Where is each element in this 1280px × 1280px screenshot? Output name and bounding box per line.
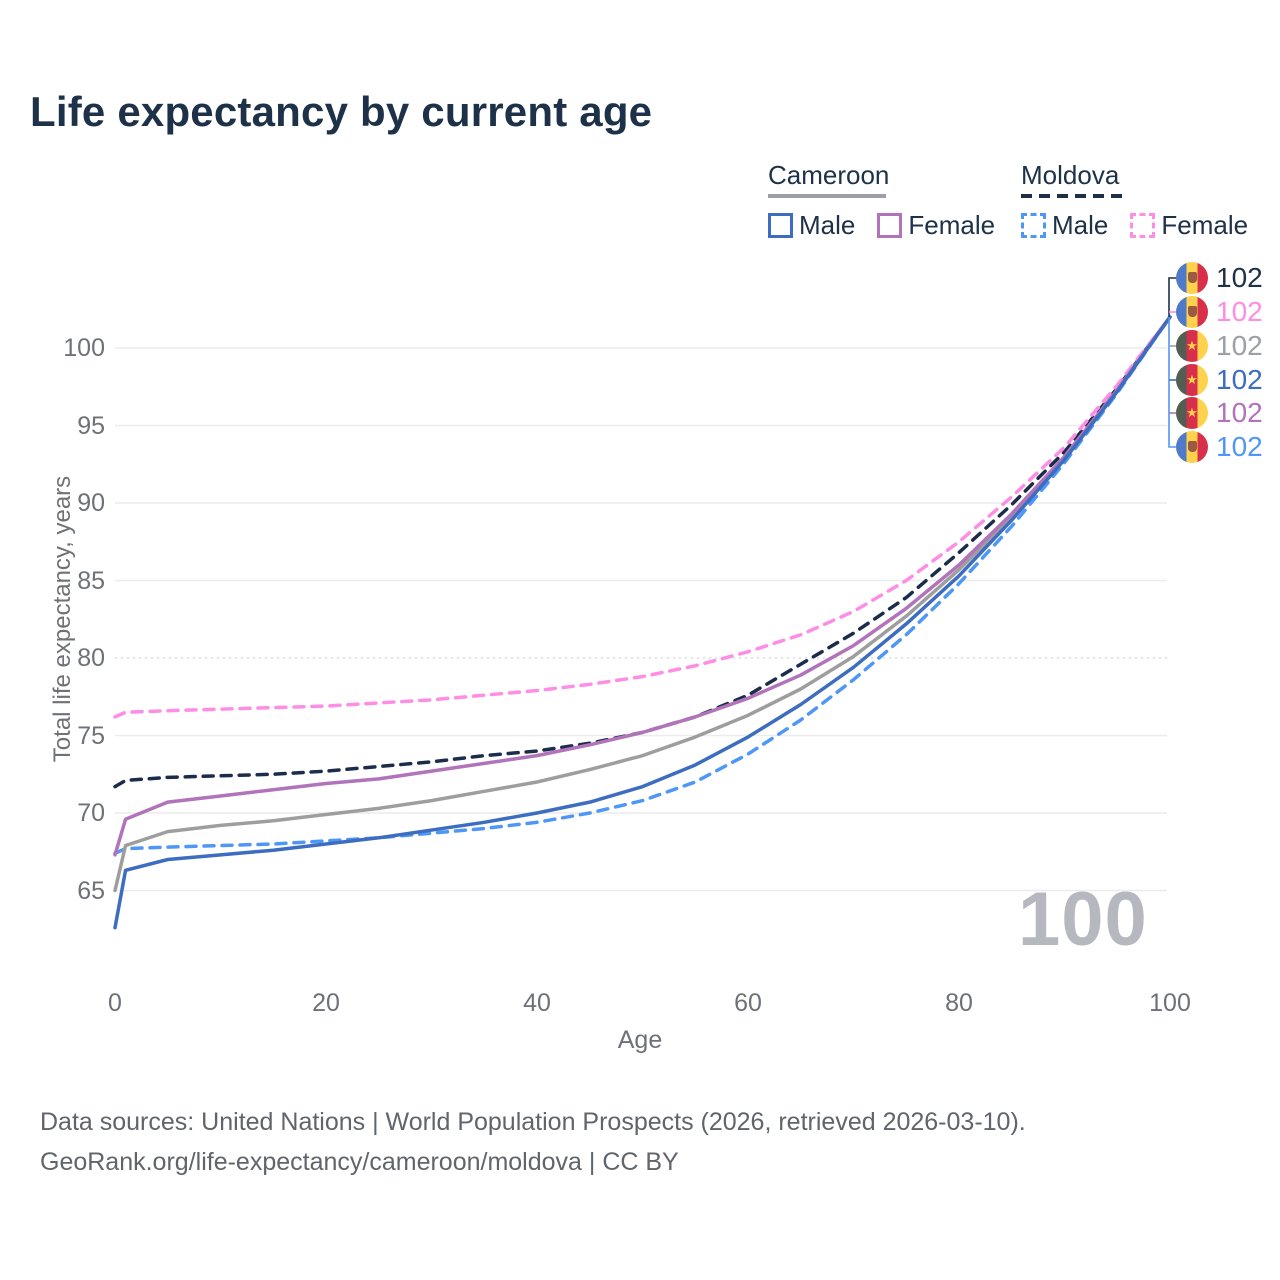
x-axis-title: Age: [617, 1026, 663, 1054]
leader-line: [1168, 277, 1176, 317]
star-icon: ★: [1186, 405, 1198, 420]
end-value-label: 102: [1216, 431, 1263, 462]
legend-swatch-moldova-female[interactable]: [1130, 213, 1156, 238]
series-line-moldova-total[interactable]: [113, 315, 1172, 789]
coat-of-arms-icon: [1187, 306, 1197, 317]
x-tick-label: 60: [734, 989, 762, 1017]
x-tick-label: 40: [523, 989, 551, 1017]
legend-label-moldova-female[interactable]: Female: [1161, 210, 1249, 240]
end-value-label: 102: [1216, 296, 1263, 327]
moldova-flag-icon: [1176, 296, 1208, 328]
series-line-cameroon-male[interactable]: [113, 315, 1172, 930]
series-line-cameroon-female[interactable]: [113, 315, 1172, 857]
attribution-link-text[interactable]: GeoRank.org/life-expectancy/cameroon/mol…: [40, 1148, 679, 1176]
end-label-row: ★ 102: [1176, 363, 1263, 397]
coat-of-arms-icon: [1187, 272, 1197, 283]
y-tick-label: 65: [77, 876, 105, 905]
legend-group-moldova: Moldova Male Female: [1021, 160, 1270, 241]
data-sources-text: Data sources: United Nations | World Pop…: [40, 1108, 1026, 1136]
coat-of-arms-icon: [1187, 441, 1197, 452]
star-icon: ★: [1186, 338, 1198, 353]
end-label-row: 102: [1176, 430, 1263, 464]
cameroon-flag-icon: ★: [1176, 397, 1208, 429]
end-label-row: ★ 102: [1176, 396, 1263, 430]
y-tick-label: 95: [77, 411, 105, 440]
legend-label-moldova-male[interactable]: Male: [1052, 210, 1109, 240]
legend-swatch-cameroon-male[interactable]: [768, 213, 793, 238]
cameroon-flag-icon: ★: [1176, 330, 1208, 362]
series-line-cameroon-total[interactable]: [113, 315, 1172, 893]
legend-label-cameroon-male[interactable]: Male: [799, 210, 856, 240]
legend-country-moldova[interactable]: Moldova: [1021, 160, 1120, 190]
leader-line: [1168, 317, 1176, 448]
age-counter-watermark: 100: [1018, 877, 1148, 962]
end-value-label: 102: [1216, 397, 1263, 428]
legend-underline-cameroon: [768, 194, 886, 198]
x-tick-label: 0: [108, 989, 122, 1017]
y-tick-label: 80: [77, 644, 105, 672]
legend-swatch-cameroon-female[interactable]: [877, 213, 903, 238]
x-tick-label: 20: [312, 989, 340, 1017]
series-line-moldova-male[interactable]: [113, 315, 1172, 856]
legend-underline-moldova: [1021, 194, 1123, 198]
end-value-label: 102: [1216, 330, 1263, 361]
end-label-row: 102: [1176, 261, 1263, 295]
legend-country-cameroon[interactable]: Cameroon: [768, 160, 890, 190]
x-tick-label: 80: [945, 989, 973, 1017]
page-title: Life expectancy by current age: [30, 88, 653, 135]
y-axis-title: Total life expectancy, years: [49, 475, 76, 763]
moldova-flag-icon: [1176, 431, 1208, 463]
y-tick-label: 70: [77, 799, 105, 827]
legend-label-cameroon-female[interactable]: Female: [908, 210, 996, 240]
x-tick-label: 100: [1149, 989, 1191, 1017]
end-label-row: ★ 102: [1176, 329, 1263, 363]
star-icon: ★: [1186, 372, 1198, 387]
moldova-flag-icon: [1176, 262, 1208, 294]
y-tick-label: 75: [77, 721, 105, 750]
cameroon-flag-icon: ★: [1176, 364, 1208, 396]
y-tick-label: 85: [77, 566, 105, 595]
y-tick-label: 90: [77, 489, 105, 517]
legend-swatch-moldova-male[interactable]: [1021, 213, 1046, 238]
end-value-label: 102: [1216, 262, 1263, 293]
y-tick-label: 100: [63, 334, 105, 362]
series-line-moldova-female[interactable]: [113, 315, 1172, 719]
end-value-label: 102: [1216, 364, 1263, 395]
end-label-row: 102: [1176, 295, 1263, 329]
legend-group-cameroon: Cameroon Male Female: [768, 160, 1017, 241]
